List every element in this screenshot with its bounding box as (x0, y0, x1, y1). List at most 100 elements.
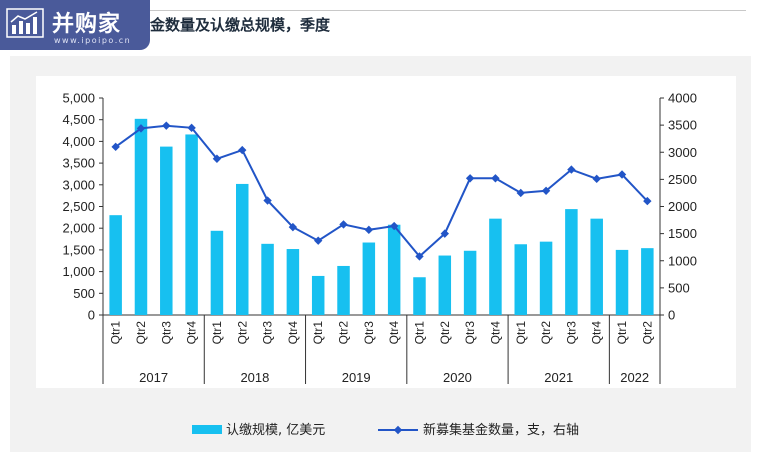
line-point (111, 142, 120, 152)
x-group-label: 2020 (443, 370, 472, 385)
bar (413, 277, 426, 315)
x-category-label: Qtr2 (438, 321, 452, 345)
legend-bar-swatch (192, 425, 222, 434)
bar (134, 118, 148, 315)
line-point (162, 121, 171, 130)
bar (565, 209, 578, 315)
y-right-tick-label: 3500 (668, 118, 697, 133)
line-point (314, 236, 323, 245)
x-category-label: Qtr4 (590, 321, 604, 345)
line-point (643, 196, 652, 206)
y-right-tick-label: 1500 (668, 226, 697, 241)
x-category-label: Qtr2 (337, 321, 351, 345)
y-right-tick-label: 500 (668, 280, 690, 295)
x-category-label: Qtr1 (412, 321, 426, 345)
x-category-label: Qtr2 (235, 321, 249, 345)
y-left-tick-label: 500 (73, 286, 95, 301)
line-point (440, 229, 449, 238)
line-point (339, 220, 348, 229)
bar (463, 250, 477, 315)
bar (236, 183, 249, 315)
line-point (212, 154, 222, 163)
bar (489, 218, 502, 315)
y-right-tick-label: 4000 (668, 91, 697, 106)
y-left-tick-label: 4,000 (62, 134, 95, 149)
y-left-tick-label: 0 (88, 308, 95, 323)
y-left-tick-label: 5,000 (62, 91, 95, 106)
bar (185, 134, 198, 315)
line-point (465, 174, 475, 183)
y-right-tick-label: 3000 (668, 145, 697, 160)
logo: 并购家 www.ipoipo.cn (0, 0, 150, 50)
y-left-tick-label: 3,500 (62, 156, 95, 171)
legend-line-marker (393, 425, 403, 435)
y-left-tick-label: 1,500 (62, 242, 95, 257)
y-left-tick-label: 2,000 (62, 221, 95, 236)
legend-line-label: 新募集基金数量，支，右轴 (423, 422, 579, 438)
bar (286, 249, 300, 315)
line-point (415, 252, 424, 261)
bar (160, 146, 173, 315)
x-category-label: Qtr4 (387, 321, 401, 345)
bar (514, 244, 527, 315)
bar (261, 243, 274, 315)
legend-bar-label: 认缴规模, 亿美元 (226, 423, 325, 438)
bar (210, 230, 224, 315)
x-category-label: Qtr4 (286, 321, 300, 345)
y-left-tick-label: 4,500 (62, 112, 95, 127)
page-title: 金数量及认缴总规模，季度 (150, 16, 331, 34)
x-group-label: 2018 (240, 370, 269, 385)
bar (615, 249, 629, 315)
bar (362, 242, 376, 315)
series-line (115, 124, 649, 258)
x-category-label: Qtr1 (210, 321, 224, 345)
line-point (389, 221, 399, 231)
line-point (187, 123, 196, 133)
line-point (238, 145, 247, 155)
x-category-label: Qtr3 (261, 321, 275, 345)
x-category-label: Qtr1 (514, 321, 528, 345)
bar (539, 241, 553, 315)
logo-url: www.ipoipo.cn (54, 36, 132, 45)
line-point (136, 124, 146, 133)
y-right-tick-label: 2000 (668, 199, 697, 214)
x-category-label: Qtr1 (615, 321, 629, 345)
title-rule (150, 10, 746, 11)
line-point (491, 174, 500, 183)
line-point (288, 222, 298, 232)
line-point (567, 165, 576, 174)
x-category-label: Qtr3 (463, 321, 477, 345)
y-right-tick-label: 0 (668, 308, 675, 323)
line-point (516, 188, 525, 198)
logo-name: 并购家 (52, 11, 122, 37)
x-category-label: Qtr4 (185, 321, 199, 345)
x-category-label: Qtr3 (362, 321, 376, 345)
x-category-label: Qtr2 (539, 321, 553, 345)
x-group-label: 2021 (544, 370, 573, 385)
bar-chart-icon (6, 8, 44, 38)
bar (109, 215, 122, 315)
line-point (617, 170, 627, 179)
y-right-tick-label: 2500 (668, 172, 697, 187)
x-group-label: 2017 (139, 370, 168, 385)
bar (337, 265, 350, 315)
y-left-tick-label: 1,000 (62, 264, 95, 279)
bar (387, 224, 401, 315)
x-category-label: Qtr4 (488, 321, 502, 345)
line-point (364, 225, 374, 235)
y-left-tick-label: 3,000 (62, 177, 95, 192)
line-point (541, 186, 551, 195)
x-category-label: Qtr3 (564, 321, 578, 345)
y-left-tick-label: 2,500 (62, 199, 95, 214)
line-point (263, 196, 272, 205)
x-group-label: 2019 (342, 370, 371, 385)
x-category-label: Qtr2 (640, 321, 654, 345)
bar (311, 275, 325, 315)
x-category-label: Qtr2 (134, 321, 148, 345)
bar (590, 218, 603, 315)
x-category-label: Qtr1 (109, 321, 123, 345)
bar (438, 255, 452, 315)
x-group-label: 2022 (620, 370, 649, 385)
y-right-tick-label: 1000 (668, 253, 697, 268)
